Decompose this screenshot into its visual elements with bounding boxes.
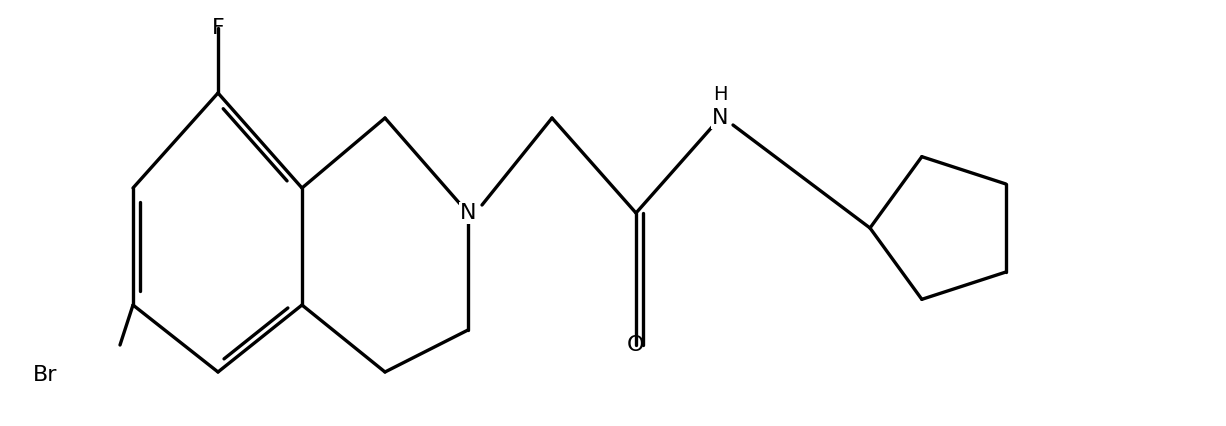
- Text: H: H: [712, 85, 727, 104]
- Text: Br: Br: [33, 365, 58, 385]
- Text: N: N: [460, 203, 476, 223]
- Text: O: O: [628, 335, 645, 355]
- Text: N: N: [712, 108, 728, 128]
- Text: F: F: [212, 18, 224, 38]
